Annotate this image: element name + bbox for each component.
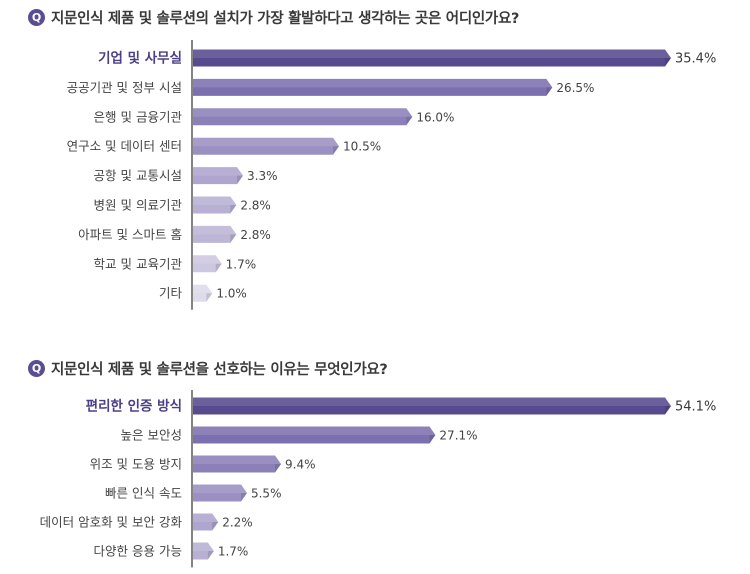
bar-highlight [193,167,243,176]
bar-group: 데이터 암호화 및 보안 강화 2.2% [40,513,253,531]
category-label: 은행 및 금융기관 [94,109,183,124]
bar-highlight [193,137,339,147]
bar-highlight [193,49,671,58]
category-label: 데이터 암호화 및 보안 강화 [40,515,183,530]
category-label: 기타 [159,286,183,301]
category-label: 편리한 인증 방식 [86,398,182,415]
chart-preference-reasons: 편리한 인증 방식 54.1%높은 보안성 27.1%위조 및 도용 방지 9.4%빠… [40,390,716,568]
value-label: 1.0% [216,287,247,301]
bar-bevel [206,293,213,302]
question-1-text: 지문인식 제품 및 솔루션의 설치가 가장 활발하다고 생각하는 곳은 어디인가… [51,10,520,27]
value-label: 10.5% [343,140,381,154]
value-label: 35.4% [675,52,716,67]
category-label: 학교 및 교육기관 [94,256,183,271]
bar-group: 공항 및 교통시설 3.3% [94,167,278,185]
value-label: 16.0% [416,110,454,124]
bar [193,108,413,126]
bar-group: 연구소 및 데이터 센터 10.5% [67,137,381,155]
chart-installation-locations: 기업 및 사무실 35.4% 공공기관 및 정부 시설 26.5% 은행 및 금융기관 1… [67,40,716,310]
bar [193,426,436,444]
value-label: 26.5% [556,81,594,95]
category-label: 공항 및 교통시설 [94,168,182,183]
bar-group: 기업 및 사무실 35.4% [98,49,716,67]
category-label: 아파트 및 스마트 홈 [78,227,182,242]
value-label: 2.2% [222,516,253,530]
bar-bevel [215,263,222,273]
category-label: 다양한 응용 가능 [94,544,182,559]
bar [193,255,222,273]
bar-bevel [212,522,219,531]
bar-group: 공공기관 및 정부 시설 26.5% [67,78,594,96]
category-label: 위조 및 도용 방지 [90,457,182,472]
bar-highlight [193,255,222,264]
bar-group: 빠른 인식 속도 5.5% [105,484,282,502]
bar [193,484,247,502]
bar [193,137,339,155]
bar-highlight [193,542,214,551]
question-1: Q 지문인식 제품 및 솔루션의 설치가 가장 활발하다고 생각하는 곳은 어디… [28,6,519,28]
bar-bevel [230,205,237,214]
value-label: 2.8% [240,199,270,213]
value-label: 54.1% [675,400,716,415]
value-label: 3.3% [247,169,278,183]
bar-highlight [193,455,282,464]
q-badge-icon: Q [28,8,45,26]
bar [193,397,671,415]
value-label: 27.1% [439,429,477,443]
bar-bevel [275,464,282,473]
bar-bevel [406,116,413,126]
bar [193,167,243,185]
bar [193,455,282,473]
category-label: 공공기관 및 정부 시설 [67,80,182,95]
category-label: 빠른 인식 속도 [105,486,182,501]
bar-group: 다양한 응용 가능 1.7% [94,542,249,560]
bar-bevel [429,435,436,444]
value-label: 9.4% [285,458,316,472]
bar-group: 아파트 및 스마트 홈 2.8% [78,225,271,243]
bar-bevel [546,87,553,96]
bar-highlight [193,426,436,435]
bar [193,284,213,302]
value-label: 1.7% [226,257,257,271]
bar [193,513,219,531]
bar-group: 은행 및 금융기관 16.0% [94,108,454,126]
bar-bevel [230,234,237,243]
bar-group: 높은 보안성 27.1% [121,426,478,444]
question-2: Q 지문인식 제품 및 솔루션을 선호하는 이유는 무엇인가요? [28,357,388,379]
bar-group: 편리한 인증 방식 54.1% [86,397,716,415]
bar-highlight [193,225,237,235]
bar [193,49,671,67]
category-label: 병원 및 의료기관 [94,198,183,213]
bar-highlight [193,513,219,522]
value-label: 5.5% [251,487,282,501]
category-label: 기업 및 사무실 [98,50,182,67]
q-badge-icon: Q [28,359,45,377]
bar [193,542,214,560]
category-label: 높은 보안성 [121,428,182,443]
bar-highlight [193,108,413,117]
bar-highlight [193,484,247,493]
bar-highlight [193,397,671,406]
bar-group: 병원 및 의료기관 2.8% [94,196,271,214]
bar-bevel [665,58,671,67]
bar [193,196,237,214]
bar-bevel [333,146,339,155]
bar-bevel [237,175,243,185]
bar-bevel [240,493,247,502]
bar [193,78,553,96]
bar [193,225,237,243]
bar-group: 위조 및 도용 방지 9.4% [90,455,316,473]
bar-highlight [193,196,237,205]
bar-bevel [665,406,671,415]
bar-highlight [193,284,213,294]
bar-group: 기타 1.0% [159,284,247,302]
bar-highlight [193,78,553,88]
value-label: 2.8% [240,228,270,242]
bar-group: 학교 및 교육기관 1.7% [94,255,257,273]
bar-bevel [207,551,214,560]
question-2-text: 지문인식 제품 및 솔루션을 선호하는 이유는 무엇인가요? [51,361,388,378]
value-label: 1.7% [218,545,249,559]
category-label: 연구소 및 데이터 센터 [67,139,182,154]
